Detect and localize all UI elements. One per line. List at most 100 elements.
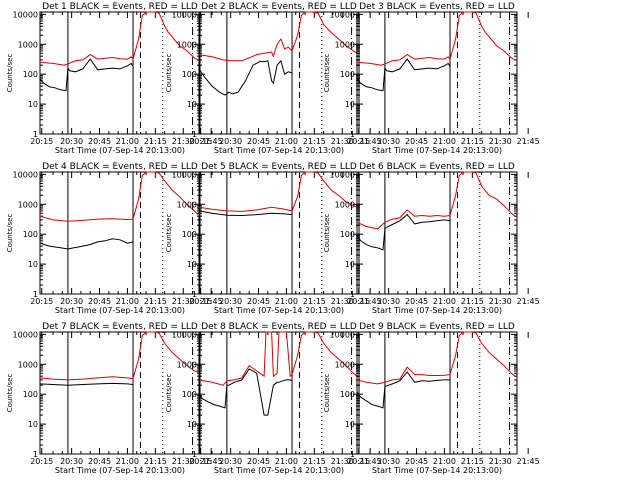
x-tick-label: 21:45 [517, 457, 540, 466]
plot-frame [39, 171, 201, 295]
x-tick-label: 21:30 [489, 297, 512, 306]
x-tick-label: 20:15 [347, 137, 370, 146]
panel-title: Det 2 BLACK = Events, RED = LLD [201, 2, 357, 12]
x-axis-label: Start Time (07-Sep-14 20:13:00) [372, 306, 502, 315]
x-tick-label: 20:30 [219, 457, 242, 466]
x-tick-label: 21:15 [461, 137, 484, 146]
y-tick-label: 1 [33, 450, 38, 459]
y-tick-label: 100 [23, 390, 38, 399]
y-tick-label: 1000 [177, 360, 197, 369]
panel-title: Det 9 BLACK = Events, RED = LLD [359, 322, 515, 332]
x-tick-label: 20:15 [347, 457, 370, 466]
series-events [356, 213, 451, 251]
x-tick-label: 21:00 [275, 297, 298, 306]
y-tick-label: 10 [345, 420, 355, 429]
y-tick-label: 10 [187, 420, 197, 429]
x-tick-label: 21:45 [200, 297, 223, 306]
y-tick-label: 1000 [18, 360, 38, 369]
y-tick-label: 10000 [330, 330, 355, 339]
plot-frame [356, 11, 518, 135]
x-tick-label: 20:30 [219, 297, 242, 306]
x-axis-label: Start Time (07-Sep-14 20:13:00) [372, 466, 502, 475]
x-tick-label: 21:00 [275, 457, 298, 466]
x-tick-label: 21:15 [144, 457, 167, 466]
x-tick-label: 20:45 [88, 137, 111, 146]
x-tick-label: 21:30 [489, 137, 512, 146]
y-axis-label: Counts/sec [323, 214, 331, 253]
series-lld [356, 171, 516, 230]
y-tick-label: 10 [187, 260, 197, 269]
y-tick-label: 1000 [177, 40, 197, 49]
y-axis-label: Counts/sec [323, 374, 331, 413]
x-tick-label: 21:30 [331, 137, 354, 146]
x-tick-label: 21:30 [331, 457, 354, 466]
y-tick-label: 10000 [13, 10, 38, 19]
y-tick-label: 1000 [18, 40, 38, 49]
x-axis-label: Start Time (07-Sep-14 20:13:00) [372, 146, 502, 155]
x-axis-label: Start Time (07-Sep-14 20:13:00) [214, 146, 344, 155]
x-tick-label: 20:45 [88, 297, 111, 306]
series-lld [39, 171, 199, 222]
series-lld [39, 11, 199, 66]
series-events [198, 210, 293, 217]
x-tick-label: 21:30 [489, 457, 512, 466]
y-tick-label: 100 [340, 390, 355, 399]
series-lld [198, 11, 358, 62]
x-tick-label: 21:00 [116, 297, 139, 306]
x-tick-label: 20:15 [189, 137, 212, 146]
y-tick-label: 10 [345, 260, 355, 269]
x-tick-label: 21:00 [116, 137, 139, 146]
y-axis-label: Counts/sec [165, 374, 173, 413]
y-tick-label: 1000 [177, 200, 197, 209]
x-tick-label: 21:45 [359, 297, 382, 306]
x-tick-label: 20:30 [219, 137, 242, 146]
panel-det-8: Det 8 BLACK = Events, RED = LLD 1 10 100 100… [165, 322, 382, 475]
y-tick-label: 10000 [172, 170, 197, 179]
x-tick-label: 21:45 [359, 137, 382, 146]
y-tick-label: 1000 [335, 200, 355, 209]
series-events [198, 59, 293, 96]
x-tick-label: 20:45 [405, 297, 428, 306]
y-tick-label: 1 [33, 290, 38, 299]
y-axis-label: Counts/sec [323, 54, 331, 93]
y-tick-label: 10000 [330, 170, 355, 179]
panel-title: Det 3 BLACK = Events, RED = LLD [359, 2, 515, 12]
y-tick-label: 10000 [13, 170, 38, 179]
x-tick-label: 20:15 [347, 297, 370, 306]
y-tick-label: 1 [350, 450, 355, 459]
x-tick-label: 21:00 [275, 137, 298, 146]
series-lld [198, 171, 358, 212]
x-tick-label: 21:15 [303, 137, 326, 146]
panel-det-7: Det 7 BLACK = Events, RED = LLD 1 10 100 100… [6, 322, 223, 475]
x-tick-label: 21:30 [172, 457, 195, 466]
x-tick-label: 21:45 [359, 457, 382, 466]
y-tick-label: 100 [23, 70, 38, 79]
y-tick-label: 1000 [18, 200, 38, 209]
x-tick-label: 20:30 [60, 457, 83, 466]
x-tick-label: 21:30 [331, 297, 354, 306]
y-tick-label: 10000 [330, 10, 355, 19]
panel-det-6: Det 6 BLACK = Events, RED = LLD 1 10 100 100… [323, 162, 540, 315]
series-events [356, 58, 451, 92]
panel-det-1: Det 1 BLACK = Events, RED = LLD 1 10 100 100… [6, 2, 223, 155]
series-events [39, 238, 134, 250]
x-tick-label: 21:15 [461, 297, 484, 306]
x-tick-label: 21:45 [517, 297, 540, 306]
panel-det-3: Det 3 BLACK = Events, RED = LLD 1 10 100 100… [323, 2, 540, 155]
x-tick-label: 20:30 [60, 297, 83, 306]
x-tick-label: 21:45 [200, 457, 223, 466]
x-tick-label: 20:45 [405, 137, 428, 146]
y-axis-label: Counts/sec [6, 214, 14, 253]
x-tick-label: 20:45 [247, 297, 270, 306]
x-tick-label: 21:15 [144, 137, 167, 146]
x-axis-label: Start Time (07-Sep-14 20:13:00) [55, 146, 185, 155]
x-tick-label: 20:15 [189, 457, 212, 466]
y-tick-label: 1 [192, 130, 197, 139]
y-tick-label: 10 [28, 260, 38, 269]
plot-frame [356, 331, 518, 455]
series-events [198, 368, 293, 416]
x-axis-label: Start Time (07-Sep-14 20:13:00) [55, 466, 185, 475]
y-tick-label: 10 [28, 100, 38, 109]
series-events [39, 382, 134, 386]
